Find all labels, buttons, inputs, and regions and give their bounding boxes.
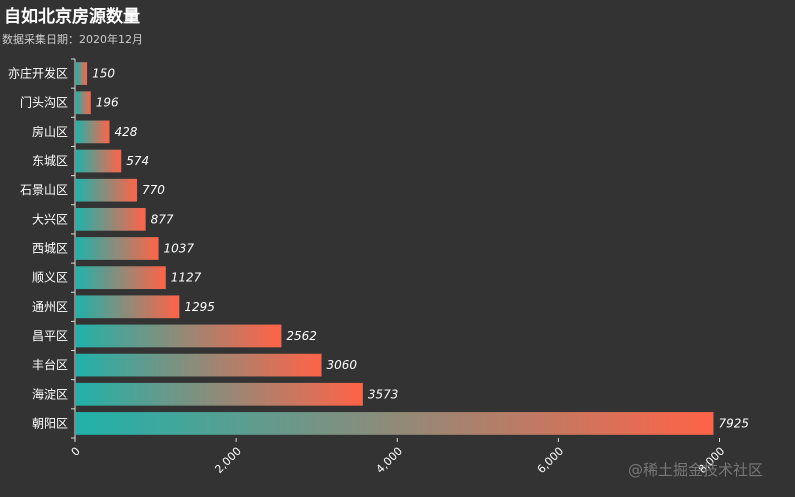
value-label: 7925 xyxy=(718,416,749,430)
category-label: 海淀区 xyxy=(32,386,68,401)
category-label: 顺义区 xyxy=(32,271,68,285)
category-label: 大兴区 xyxy=(32,212,68,226)
bar xyxy=(76,149,122,173)
value-label: 1037 xyxy=(164,242,195,256)
x-tick-label: 6,000 xyxy=(535,445,566,476)
watermark-text: @稀土掘金技术社区 xyxy=(628,461,764,479)
value-label: 2562 xyxy=(286,329,317,343)
value-label: 1295 xyxy=(184,300,215,314)
x-tick-label: 4,000 xyxy=(374,445,405,476)
value-label: 770 xyxy=(142,183,165,197)
value-label: 196 xyxy=(96,96,119,110)
bar xyxy=(76,353,322,377)
bar xyxy=(76,412,714,435)
category-label: 东城区 xyxy=(32,154,68,168)
bar xyxy=(76,324,282,348)
bar xyxy=(76,91,91,115)
bar xyxy=(76,62,88,85)
category-label: 丰台区 xyxy=(32,357,68,372)
chart-subtitle: 数据采集日期：2020年12月 xyxy=(2,33,143,46)
bar xyxy=(76,207,146,231)
value-label: 877 xyxy=(151,212,174,226)
category-label: 昌平区 xyxy=(32,329,68,343)
value-label: 3060 xyxy=(327,358,358,372)
bar xyxy=(76,266,166,290)
x-tick-label: 0 xyxy=(69,445,83,459)
value-label: 150 xyxy=(92,67,115,81)
bar xyxy=(76,382,363,406)
value-label: 1127 xyxy=(171,271,202,285)
value-label: 3573 xyxy=(368,387,399,401)
chart-title: 自如北京房源数量 xyxy=(4,7,140,27)
category-label: 房山区 xyxy=(32,124,68,139)
category-label: 石景山区 xyxy=(20,183,68,197)
category-label: 朝阳区 xyxy=(32,416,68,430)
category-label: 门头沟区 xyxy=(20,95,68,110)
value-label: 574 xyxy=(126,154,149,168)
category-label: 通州区 xyxy=(32,300,68,314)
category-label: 亦庄开发区 xyxy=(8,66,68,81)
value-label: 428 xyxy=(114,125,137,139)
bar xyxy=(76,120,110,144)
x-tick-label: 2,000 xyxy=(212,445,243,476)
bar xyxy=(76,295,180,319)
bar xyxy=(76,178,138,202)
category-label: 西城区 xyxy=(32,242,68,256)
bar xyxy=(76,237,159,260)
